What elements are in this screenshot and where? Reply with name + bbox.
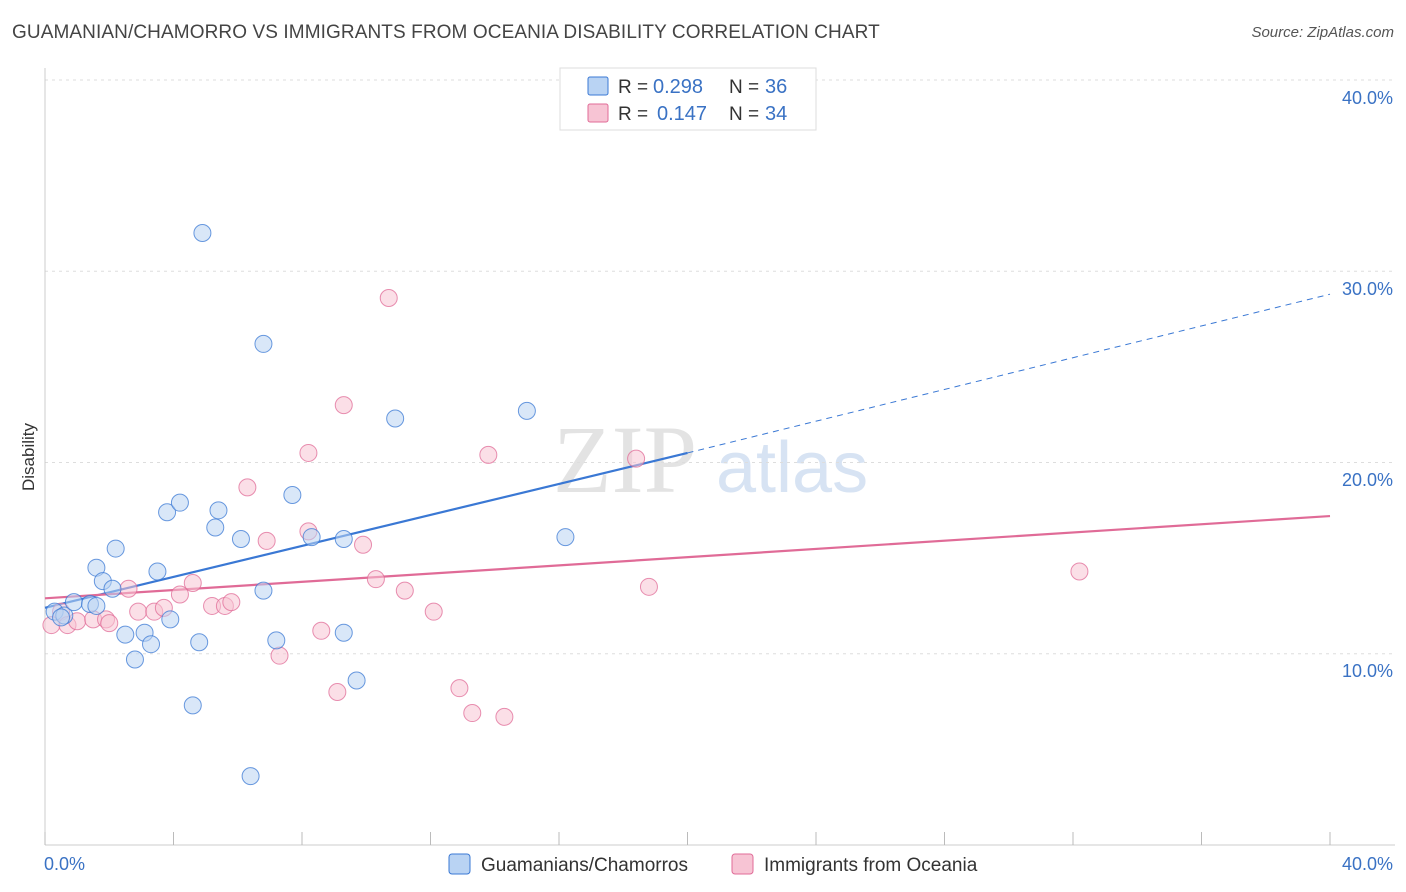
point-oceania-22 (328, 683, 347, 701)
point-guamanian-8 (106, 539, 125, 558)
watermark-atlas: atlas (716, 428, 868, 508)
point-guamanian-30 (334, 623, 353, 642)
point-guamanian-15 (161, 610, 180, 629)
y-tick-label-40: 40.0% (1342, 88, 1393, 108)
bottom-legend-swatch-pink (731, 853, 754, 875)
legend-n-label-blue: N = (729, 77, 759, 98)
bottom-legend-label-pink: Immigrants from Oceania (764, 855, 978, 876)
bottom-legend: Guamanians/Chamorros Immigrants from Oce… (448, 853, 978, 876)
point-oceania-12 (183, 573, 202, 592)
trend-line-guamanians (44, 451, 688, 609)
point-oceania-35 (1070, 562, 1089, 581)
point-guamanian-28 (302, 528, 321, 547)
bottom-legend-swatch-blue (448, 853, 471, 875)
legend-r-value-pink: 0.147 (657, 103, 707, 125)
point-oceania-31 (479, 445, 498, 464)
point-oceania-23 (334, 396, 353, 415)
point-guamanian-10 (125, 650, 144, 669)
point-oceania-28 (424, 602, 443, 621)
point-oceania-33 (627, 449, 646, 468)
legend-n-value-blue: 36 (765, 76, 787, 98)
point-guamanian-19 (193, 224, 212, 242)
chart-title: GUAMANIAN/CHAMORRO VS IMMIGRANTS FROM OC… (12, 22, 880, 43)
point-guamanian-29 (334, 530, 353, 548)
point-guamanian-18 (190, 633, 209, 652)
legend-swatch-pink (587, 103, 609, 123)
point-oceania-16 (238, 478, 257, 497)
point-oceania-26 (379, 289, 398, 308)
y-tick-label-30: 30.0% (1342, 279, 1393, 299)
trend-line-oceania (44, 514, 1331, 600)
point-oceania-34 (639, 577, 658, 596)
y-tick-label-20: 20.0% (1342, 470, 1393, 490)
top-legend: R = 0.298 N = 36 R = 0.147 N = 34 (559, 67, 817, 131)
point-oceania-18 (270, 646, 289, 665)
source-credit: Source: ZipAtlas.com (1251, 24, 1394, 41)
point-guamanian-22 (231, 530, 250, 548)
point-oceania-8 (129, 602, 148, 621)
point-guamanian-27 (283, 486, 302, 505)
bottom-legend-label-blue: Guamanians/Chamorros (481, 855, 688, 876)
point-oceania-21 (312, 621, 331, 640)
watermark-zip: ZIP (553, 406, 697, 513)
point-guamanian-26 (267, 631, 286, 650)
legend-r-label-blue: R = (618, 77, 648, 98)
point-oceania-7 (119, 579, 138, 598)
grid-lines (45, 79, 1395, 655)
point-guamanian-33 (517, 401, 536, 420)
point-oceania-17 (257, 531, 276, 550)
point-guamanian-13 (148, 562, 167, 581)
y-tick-label-10: 10.0% (1342, 661, 1393, 681)
point-guamanian-4 (87, 596, 106, 615)
point-oceania-24 (354, 535, 373, 554)
point-guamanian-17 (183, 696, 202, 715)
point-oceania-30 (463, 704, 482, 723)
point-oceania-11 (170, 585, 189, 604)
point-guamanian-7 (103, 579, 122, 598)
point-oceania-6 (100, 614, 119, 633)
point-oceania-32 (495, 707, 514, 726)
trend-extension-guamanians (687, 293, 1331, 454)
point-guamanian-16 (170, 493, 189, 512)
point-guamanian-14 (158, 503, 177, 522)
legend-n-label-pink: N = (729, 104, 759, 125)
axes (44, 68, 1395, 846)
point-guamanian-31 (347, 671, 366, 690)
legend-r-label-pink: R = (618, 104, 648, 125)
point-oceania-20 (299, 443, 318, 462)
point-guamanian-23 (241, 767, 260, 786)
point-guamanian-34 (556, 528, 575, 547)
point-guamanian-35 (52, 608, 71, 627)
point-guamanian-21 (209, 501, 228, 520)
data-points (42, 224, 1089, 786)
point-oceania-29 (450, 679, 469, 698)
point-guamanian-32 (386, 409, 405, 428)
legend-r-value-blue: 0.298 (653, 76, 703, 98)
point-oceania-27 (395, 581, 414, 600)
x-tick-label-max: 40.0% (1342, 854, 1393, 874)
point-oceania-25 (366, 570, 385, 589)
point-guamanian-12 (142, 635, 161, 654)
point-guamanian-24 (254, 581, 273, 600)
point-oceania-15 (222, 593, 241, 612)
point-guamanian-25 (254, 334, 273, 353)
legend-n-value-pink: 34 (765, 103, 787, 125)
point-guamanian-9 (116, 625, 135, 644)
point-guamanian-2 (64, 593, 83, 612)
y-axis-label: Disability (19, 422, 38, 491)
point-guamanian-20 (206, 518, 225, 537)
legend-swatch-blue (587, 76, 609, 96)
x-tick-label-min: 0.0% (44, 854, 85, 874)
